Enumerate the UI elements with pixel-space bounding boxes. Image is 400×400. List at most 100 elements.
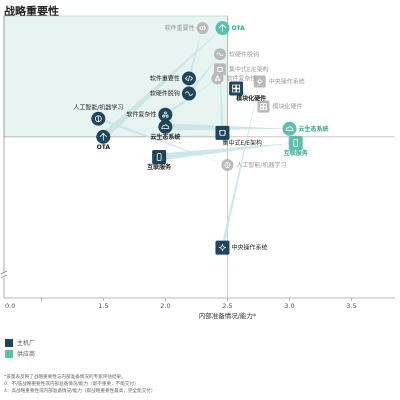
data-point-中央操作系统 (253, 75, 266, 88)
data-label-中央操作系统: 中央操作系统 (269, 77, 305, 85)
data-point-模块化硬件 (257, 100, 270, 113)
x-tick-label: 0.0 (5, 302, 15, 310)
data-point-模块化硬件 (229, 81, 244, 96)
data-label-软件重要性: 软件重要性 (165, 24, 195, 32)
data-label-软件复杂性: 软件复杂性 (226, 74, 256, 82)
data-label-人工智能-机器学习: 人工智能/机器学习 (73, 104, 123, 112)
icon-glyph (99, 132, 108, 141)
data-label-云生态系统: 云生态系统 (298, 125, 328, 133)
data-point-OTA (96, 129, 111, 144)
data-point-marker (213, 63, 226, 76)
icon-glyph (162, 114, 166, 118)
icon-glyph (218, 244, 226, 252)
data-point-marker (215, 240, 230, 255)
icon-glyph (217, 66, 223, 72)
footnotes: *该量表反映了战略重要性与内部准备情况的专家评估结果。 0：不/低战略重要性或内… (4, 374, 396, 396)
icon-glyph (216, 52, 224, 57)
legend-label-supplier: 供应商 (17, 351, 36, 358)
data-point-云生态系统 (158, 119, 173, 134)
trend-arrow (220, 81, 260, 248)
data-label-人工智能-机器学习: 人工智能/机器学习 (236, 161, 286, 169)
data-label-软件重要性: 软件重要性 (150, 74, 180, 82)
legend-item-oem: 主机厂 (5, 337, 35, 348)
legend-swatch-oem (5, 338, 13, 347)
data-label-软件复杂性: 软件复杂性 (126, 111, 156, 119)
data-label-OTA: OTA (231, 25, 245, 32)
data-label-互联服务: 互联服务 (284, 149, 309, 157)
data-label-OTA: OTA (97, 144, 111, 151)
footnote-high: 4：高战略重要性或内部准备情况/能力（即战略重要性最高，完全能交付） (4, 389, 156, 395)
data-point-marker (211, 72, 224, 85)
data-label-软硬件脱钩: 软硬件脱钩 (229, 50, 259, 58)
x-tick-label: 2.0 (160, 302, 170, 310)
icon-glyph (163, 111, 167, 115)
icon-glyph (218, 24, 227, 32)
data-point-软硬件脱钩 (213, 48, 226, 61)
data-point-marker (158, 107, 173, 122)
data-label-模块化硬件: 模块化硬件 (236, 95, 266, 103)
data-point-软件复杂性 (158, 107, 173, 122)
legend: 主机厂 供应商 (5, 337, 35, 359)
icon-glyph (185, 91, 193, 96)
icon-glyph (165, 114, 169, 118)
data-point-marker (215, 125, 230, 140)
icon-glyph (219, 129, 226, 136)
icon-glyph (216, 75, 219, 79)
icon-glyph (293, 138, 299, 147)
x-tick-label: 3.5 (346, 302, 356, 310)
data-point-marker (158, 119, 173, 134)
page-title: 战略重要性 (4, 5, 59, 18)
data-point-人工智能-机器学习 (91, 111, 106, 126)
trend-arrow (187, 28, 203, 79)
footnote-scale: *该量表反映了战略重要性与内部准备情况的专家评估结果。 (4, 375, 126, 380)
icon-glyph (217, 78, 221, 81)
data-label-中央操作系统: 中央操作系统 (231, 244, 267, 252)
data-label-集中式E-E架构: 集中式E/E架构 (229, 65, 269, 73)
icon-glyph (260, 103, 267, 111)
data-point-互联服务 (288, 135, 303, 150)
data-label-互联服务: 互联服务 (147, 163, 172, 171)
x-tick-label: 1.5 (98, 302, 108, 310)
trend-arrow (187, 54, 220, 95)
x-tick-label: 2.5 (222, 302, 232, 310)
icon-glyph (232, 84, 241, 93)
data-label-模块化硬件: 模块化硬件 (272, 103, 302, 111)
data-point-marker (288, 135, 303, 150)
data-label-云生态系统: 云生态系统 (150, 133, 180, 141)
data-point-软件重要性 (196, 22, 209, 35)
trend-arrow (100, 28, 223, 140)
icon-glyph (220, 245, 225, 250)
data-point-集中式E-E架构 (215, 125, 230, 140)
icon-glyph (218, 131, 226, 135)
legend-label-oem: 主机厂 (17, 340, 36, 347)
icon-glyph (256, 78, 263, 85)
icon-glyph (161, 124, 170, 129)
data-point-互联服务 (152, 150, 167, 164)
axis-break-mark (0, 274, 8, 279)
trend-arrow (158, 142, 296, 161)
x-tick-label: 3.0 (284, 302, 294, 310)
trend-arrow (97, 117, 228, 166)
data-point-人工智能-机器学习 (221, 159, 234, 172)
icon-glyph (156, 153, 162, 161)
axis-break-gap (1, 273, 7, 278)
legend-swatch-supplier (5, 349, 13, 358)
icon-glyph (216, 68, 223, 71)
footnote-low: 0：不/低战略重要性或内部准备情况/能力（即不重要，不能交付） (4, 382, 139, 388)
data-point-软件重要性 (181, 71, 196, 86)
icon-glyph (214, 78, 218, 81)
data-point-中央操作系统 (215, 240, 230, 255)
icon-glyph (199, 25, 207, 31)
data-point-软件复杂性 (211, 72, 224, 85)
data-point-marker (152, 150, 167, 164)
data-point-云生态系统 (282, 121, 297, 136)
x-axis-label: 内部准备情况/能力* (199, 311, 257, 320)
icon-glyph (257, 79, 262, 84)
legend-item-supplier: 供应商 (5, 348, 35, 359)
data-point-OTA (215, 21, 230, 36)
axis-break-icon (0, 270, 8, 279)
axis-break-mark (0, 270, 8, 275)
data-point-marker (253, 75, 266, 88)
data-label-软硬件脱钩: 软硬件脱钩 (150, 90, 180, 98)
